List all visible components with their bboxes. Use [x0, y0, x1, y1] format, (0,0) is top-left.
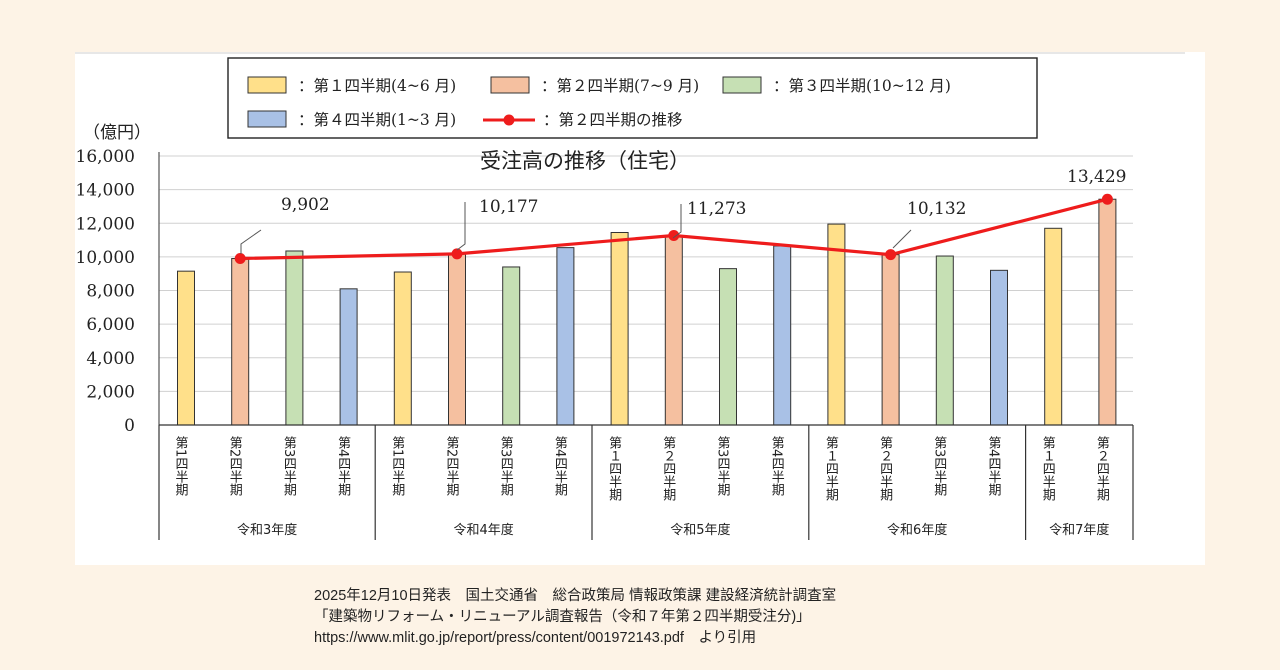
bar-q4	[990, 269, 1008, 426]
trend-point	[1101, 193, 1113, 205]
legend-label: ：第４四半期(1~3 月)	[298, 111, 456, 129]
bar-q2	[231, 258, 250, 426]
category-label: 第3四半期	[498, 436, 514, 498]
category-label: 第4四半期	[986, 436, 1002, 498]
y-tick-label: 4,000	[86, 349, 135, 369]
data-label: 10,177	[479, 197, 538, 217]
y-tick-label: 8,000	[86, 282, 135, 302]
category-label: 第4四半期	[335, 436, 351, 498]
data-label: 10,132	[907, 199, 966, 219]
trend-point	[234, 253, 246, 265]
data-label: 9,902	[281, 195, 330, 215]
y-tick-label: 6,000	[86, 315, 135, 335]
y-tick-label: 2,000	[86, 382, 135, 402]
category-label: 第3四半期	[931, 436, 947, 498]
legend-swatch-q3	[722, 76, 762, 94]
category-label: 第4四半期	[769, 436, 785, 498]
trend-point	[885, 249, 897, 261]
bar-q1	[393, 271, 412, 426]
category-label: 第2四半期	[444, 436, 460, 498]
bar-q2	[1098, 198, 1117, 426]
category-label: 第1四半期	[389, 436, 405, 498]
source-note-line-2: 「建築物リフォーム・リニューアル調査報告（令和７年第２四半期受注分)」	[314, 609, 811, 625]
category-label: 第１四半期	[606, 436, 622, 502]
legend-swatch-q4	[247, 110, 287, 128]
bar-q1	[827, 223, 846, 426]
bar-q4	[773, 245, 792, 426]
category-label: 第１四半期	[823, 436, 839, 502]
fiscal-year-label: 令和4年度	[453, 522, 513, 538]
chart-title: 受注高の推移（住宅）	[480, 149, 690, 173]
bar-q2	[881, 254, 900, 426]
legend-label: ：第２四半期(7~9 月)	[541, 77, 699, 95]
source-note: 2025年12月10日発表 国土交通省 総合政策局 情報政策課 建設経済統計調査…	[314, 586, 1214, 649]
y-tick-label: 14,000	[76, 181, 135, 201]
y-tick-label: 16,000	[76, 147, 135, 167]
fiscal-year-label: 令和5年度	[670, 522, 730, 538]
bar-q3	[502, 266, 521, 426]
y-tick-label: 10,000	[76, 248, 135, 268]
bar-q4	[556, 247, 575, 426]
legend-label: ：第１四半期(4~6 月)	[298, 77, 456, 95]
category-label: 第２四半期	[1094, 436, 1110, 502]
legend-swatch-q1	[247, 76, 287, 94]
y-tick-label: 12,000	[76, 214, 135, 234]
category-label: 第2四半期	[227, 436, 243, 498]
category-label: 第3四半期	[281, 436, 297, 498]
legend-box	[227, 57, 1038, 139]
legend-swatch-q2	[490, 76, 530, 94]
trend-point	[668, 229, 680, 241]
y-axis-unit-label: （億円）	[83, 123, 151, 143]
bar-q3	[719, 268, 737, 426]
source-note-line-3: https://www.mlit.go.jp/report/press/cont…	[314, 630, 757, 646]
bar-q1	[177, 270, 195, 426]
data-label: 11,273	[687, 199, 746, 219]
callout-leader	[240, 229, 262, 254]
bar-q1	[610, 231, 629, 426]
fiscal-year-label: 令和6年度	[887, 522, 947, 538]
category-label: 第２四半期	[660, 436, 676, 502]
bar-q2	[448, 253, 466, 426]
category-label: 第１四半期	[1040, 436, 1056, 502]
category-label: 第4四半期	[552, 436, 568, 498]
category-label: 第3四半期	[715, 436, 731, 498]
trend-point	[451, 248, 463, 260]
chart-panel: 0 2,000 4,000 6,000 8,000 10,000 12,000 14,000 1…	[75, 52, 1205, 565]
callout-leader	[892, 229, 912, 249]
source-note-line-1: 2025年12月10日発表 国土交通省 総合政策局 情報政策課 建設経済統計調査…	[314, 588, 837, 604]
legend-trend-marker	[503, 114, 515, 126]
legend-label: ：第３四半期(10~12 月)	[773, 77, 951, 95]
fiscal-year-label: 令和7年度	[1049, 522, 1109, 538]
bar-q3	[285, 250, 304, 426]
fiscal-year-label: 令和3年度	[237, 522, 297, 538]
data-label: 13,429	[1067, 167, 1126, 187]
legend-label: ：第２四半期の推移	[543, 111, 683, 129]
category-label: 第1四半期	[173, 436, 189, 498]
callout-leader	[456, 202, 466, 251]
bar-q2	[664, 234, 683, 426]
category-label: 第２四半期	[877, 436, 893, 502]
callout-leader	[672, 204, 682, 239]
bar-q1	[1044, 227, 1063, 426]
y-tick-label: 0	[124, 416, 135, 436]
bar-q4	[339, 288, 358, 426]
bar-chart: 0 2,000 4,000 6,000 8,000 10,000 12,000 14,000 1…	[75, 52, 1185, 540]
bar-q3	[935, 255, 954, 426]
